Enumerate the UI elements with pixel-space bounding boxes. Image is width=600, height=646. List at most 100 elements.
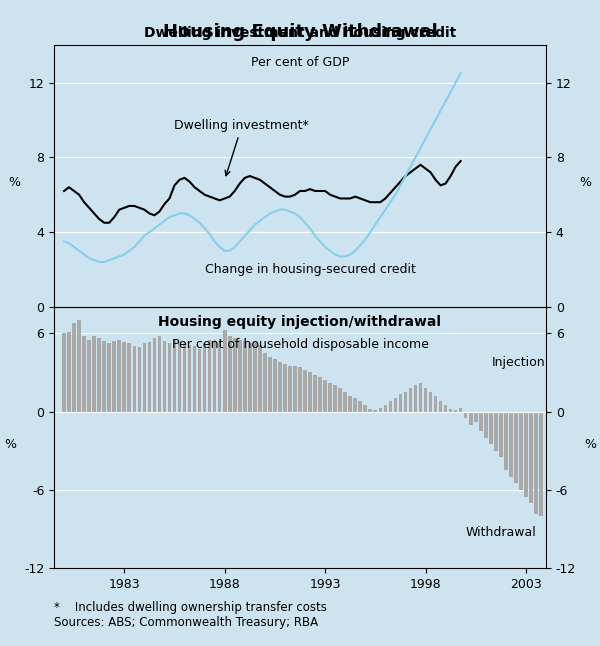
Bar: [318, 377, 322, 412]
Bar: [62, 333, 66, 412]
Bar: [253, 342, 257, 412]
Bar: [373, 410, 377, 412]
Bar: [429, 392, 433, 412]
Bar: [137, 348, 141, 412]
Bar: [398, 395, 402, 412]
Bar: [273, 359, 277, 412]
Bar: [358, 401, 362, 412]
Bar: [118, 340, 121, 412]
Text: Housing equity injection/withdrawal: Housing equity injection/withdrawal: [158, 315, 442, 329]
Bar: [103, 341, 106, 412]
Bar: [163, 341, 166, 412]
Bar: [67, 331, 71, 412]
Text: Per cent of household disposable income: Per cent of household disposable income: [172, 339, 428, 351]
Bar: [167, 344, 171, 412]
Bar: [464, 412, 467, 418]
Bar: [193, 346, 196, 412]
Bar: [534, 412, 538, 514]
Y-axis label: %: %: [8, 176, 20, 189]
Text: Injection: Injection: [492, 356, 545, 369]
Bar: [198, 349, 202, 412]
Bar: [303, 370, 307, 412]
Bar: [283, 364, 287, 412]
Bar: [288, 366, 292, 412]
Bar: [88, 340, 91, 412]
Bar: [449, 409, 452, 412]
Bar: [258, 345, 262, 412]
Bar: [243, 341, 247, 412]
Bar: [409, 388, 412, 412]
Bar: [383, 405, 387, 412]
Bar: [434, 396, 437, 412]
Bar: [499, 412, 503, 457]
Bar: [183, 344, 187, 412]
Bar: [484, 412, 488, 438]
Bar: [228, 336, 232, 412]
Bar: [439, 401, 442, 412]
Bar: [178, 341, 181, 412]
Bar: [122, 342, 126, 412]
Bar: [419, 382, 422, 412]
Bar: [158, 336, 161, 412]
Bar: [529, 412, 533, 503]
Bar: [213, 340, 217, 412]
Bar: [92, 336, 96, 412]
Bar: [313, 375, 317, 412]
Bar: [404, 392, 407, 412]
Bar: [188, 345, 191, 412]
Bar: [233, 339, 236, 412]
Bar: [152, 339, 156, 412]
Bar: [474, 412, 478, 422]
Bar: [368, 409, 372, 412]
Text: Withdrawal: Withdrawal: [466, 526, 536, 539]
Bar: [82, 336, 86, 412]
Bar: [353, 399, 357, 412]
Bar: [379, 408, 382, 412]
Bar: [343, 392, 347, 412]
Bar: [148, 342, 151, 412]
Text: *    Includes dwelling ownership transfer costs
Sources: ABS; Commonwealth Treas: * Includes dwelling ownership transfer c…: [54, 601, 327, 629]
Bar: [328, 382, 332, 412]
Bar: [509, 412, 512, 477]
Bar: [308, 372, 312, 412]
Text: Dwelling investment and housing credit: Dwelling investment and housing credit: [144, 26, 456, 40]
Bar: [223, 330, 227, 412]
Bar: [389, 401, 392, 412]
Bar: [504, 412, 508, 470]
Y-axis label: %: %: [4, 438, 16, 451]
Bar: [143, 344, 146, 412]
Text: Change in housing-secured credit: Change in housing-secured credit: [205, 263, 415, 276]
Bar: [479, 412, 482, 431]
Bar: [112, 341, 116, 412]
Bar: [263, 353, 266, 412]
Bar: [394, 399, 397, 412]
Bar: [524, 412, 528, 497]
Bar: [268, 357, 272, 412]
Bar: [444, 405, 448, 412]
Bar: [364, 405, 367, 412]
Bar: [293, 366, 297, 412]
Bar: [208, 340, 211, 412]
Bar: [278, 362, 282, 412]
Bar: [514, 412, 518, 483]
Bar: [72, 322, 76, 412]
Text: Per cent of GDP: Per cent of GDP: [251, 56, 349, 68]
Bar: [338, 388, 342, 412]
Bar: [349, 396, 352, 412]
Bar: [454, 410, 457, 412]
Bar: [413, 385, 417, 412]
Bar: [107, 344, 111, 412]
Bar: [218, 342, 221, 412]
Bar: [489, 412, 493, 444]
Bar: [298, 367, 302, 412]
Bar: [133, 346, 136, 412]
Bar: [469, 412, 473, 424]
Bar: [97, 339, 101, 412]
Text: Housing Equity Withdrawal: Housing Equity Withdrawal: [163, 23, 437, 41]
Bar: [238, 340, 242, 412]
Bar: [459, 408, 463, 412]
Text: Dwelling investment*: Dwelling investment*: [175, 120, 309, 176]
Bar: [494, 412, 497, 451]
Bar: [539, 412, 543, 516]
Y-axis label: %: %: [580, 176, 592, 189]
